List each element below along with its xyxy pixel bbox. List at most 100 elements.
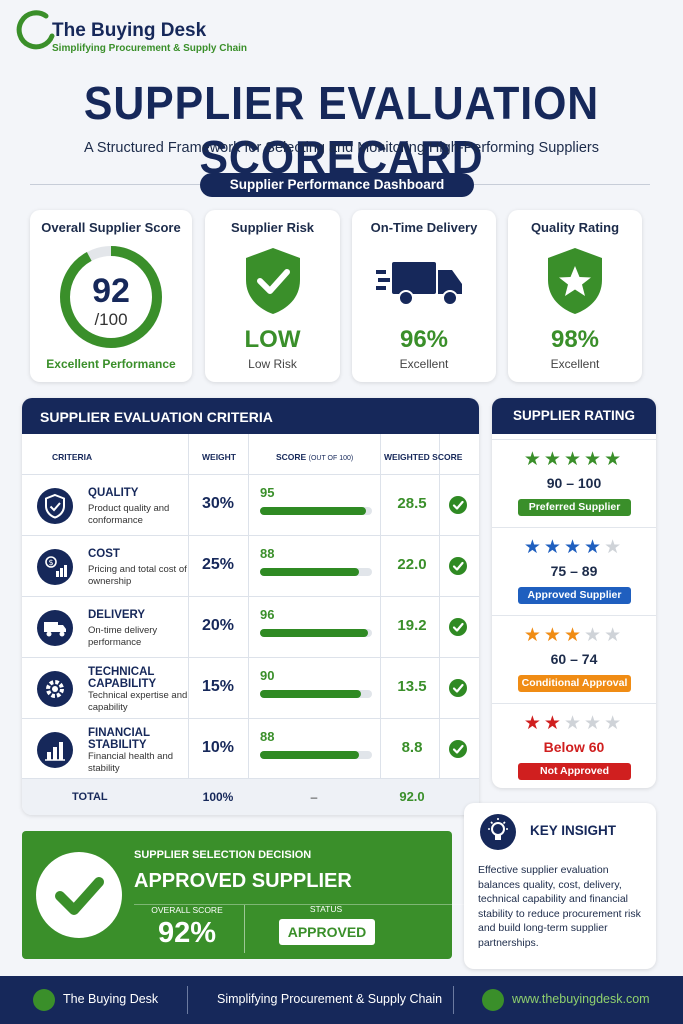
star-icon: ★ — [523, 625, 544, 646]
score-bar — [260, 507, 372, 515]
criteria-name: COST — [88, 548, 120, 560]
decision-heading: SUPPLIER SELECTION DECISION — [134, 849, 312, 861]
star-icon: ★ — [523, 537, 544, 558]
rating-badge: Not Approved — [518, 763, 631, 780]
total-weighted-score: 92.0 — [399, 789, 425, 804]
score-bar — [260, 751, 372, 759]
divider — [30, 184, 200, 185]
divider — [474, 184, 650, 185]
criteria-description: Technical expertise and capability — [88, 690, 188, 713]
score-bar-fill — [260, 568, 359, 576]
insight-heading: KEY INSIGHT — [530, 823, 617, 838]
criteria-heading: SUPPLIER EVALUATION CRITERIA — [22, 398, 479, 434]
star-rating: ★★★★★ — [492, 536, 656, 559]
score-bar-fill — [260, 629, 368, 637]
criteria-description: Product quality and conformance — [88, 503, 170, 526]
logo-swoosh-icon — [16, 10, 55, 50]
decision-score: 92% — [157, 917, 217, 949]
quality-label: Excellent — [550, 357, 600, 371]
rating-badge: Conditional Approval — [518, 675, 631, 692]
total-row: TOTAL 100% – 92.0 — [22, 778, 479, 815]
star-icon: ★ — [543, 625, 564, 646]
criteria-row: DELIVERY On-time delivery performance 20% 9… — [22, 596, 479, 657]
overall-score-denominator: /100 — [94, 310, 128, 329]
rating-badge: Preferred Supplier — [518, 499, 631, 516]
globe-icon — [33, 989, 55, 1011]
kpi-overall-score: Overall Supplier Score 92 /100 Excellent… — [30, 210, 192, 382]
star-icon: ★ — [604, 625, 625, 646]
footer-brand: The Buying Desk — [63, 992, 159, 1006]
criteria-description: Financial health and stability — [88, 751, 174, 774]
check-icon — [449, 557, 467, 575]
lightbulb-icon — [480, 814, 516, 850]
star-icon: ★ — [543, 449, 564, 470]
score-gauge — [60, 246, 162, 348]
risk-label: Low Risk — [248, 357, 297, 371]
kpi-supplier-risk: Supplier Risk LOW Low Risk — [205, 210, 340, 382]
page-subtitle: A Structured Framework for Selecting and… — [84, 140, 599, 156]
criteria-description: Pricing and total cost of ownership — [88, 564, 187, 587]
star-icon: ★ — [523, 449, 544, 470]
check-icon — [449, 496, 467, 514]
star-rating: ★★★★★ — [492, 712, 656, 735]
criteria-score: 95 — [260, 485, 275, 500]
check-icon — [449, 740, 467, 758]
criteria-score: 90 — [260, 668, 275, 683]
star-rating: ★★★★★ — [492, 624, 656, 647]
star-icon: ★ — [604, 537, 625, 558]
star-icon: ★ — [604, 449, 625, 470]
rating-range: Below 60 — [543, 739, 605, 755]
brand-name: The Buying Desk — [52, 20, 207, 41]
total-score: – — [310, 790, 318, 804]
status-label: STATUS — [309, 904, 343, 914]
kpi-title: Overall Supplier Score — [41, 220, 181, 235]
insight-text: Effective supplier evaluation balances q… — [478, 864, 641, 949]
criteria-name: QUALITY — [88, 487, 139, 499]
rating-scale-card: SUPPLIER RATING SCALE ★★★★★ 90 – 100 Prefe… — [492, 398, 656, 788]
criteria-weighted-score: 22.0 — [397, 556, 427, 573]
delivery-value: 96% — [399, 326, 449, 353]
kpi-on-time-delivery: On-Time Delivery 96% Excellent — [352, 210, 496, 382]
gear-icon — [37, 671, 73, 707]
criteria-row: TECHNICAL CAPABILITY Technical expertise … — [22, 657, 479, 718]
shield-check-icon — [37, 488, 73, 524]
overall-score-value: 92 — [92, 272, 130, 310]
star-icon: ★ — [584, 625, 605, 646]
shield-star-icon — [548, 248, 602, 314]
criteria-description: On-time delivery performance — [88, 625, 158, 648]
criteria-name: TECHNICAL CAPABILITY — [88, 666, 157, 690]
criteria-weight: 25% — [201, 556, 235, 573]
footer: The Buying Desk Simplifying Procurement … — [0, 976, 683, 1024]
criteria-weighted-score: 19.2 — [397, 617, 427, 634]
key-insight-card: KEY INSIGHT Effective supplier evaluatio… — [464, 803, 656, 969]
bar-chart-icon — [37, 732, 73, 768]
score-bar-fill — [260, 690, 361, 698]
footer-tagline: Simplifying Procurement & Supply Chain — [217, 992, 443, 1006]
check-icon — [449, 679, 467, 697]
criteria-score: 96 — [260, 607, 275, 622]
shield-check-icon — [246, 248, 300, 314]
rating-range: 90 – 100 — [546, 475, 602, 491]
star-icon: ★ — [604, 713, 625, 734]
svg-text:$: $ — [48, 558, 53, 567]
truck-icon — [37, 610, 73, 646]
rating-scale-heading: SUPPLIER RATING SCALE — [492, 398, 656, 459]
criteria-weighted-score: 28.5 — [397, 495, 427, 512]
criteria-weight: 30% — [201, 495, 235, 512]
dashboard-label: Supplier Performance Dashboard — [200, 173, 474, 197]
rating-range: 75 – 89 — [550, 563, 598, 579]
criteria-weight: 15% — [201, 678, 235, 695]
kpi-title: Supplier Risk — [230, 220, 315, 235]
column-header-weight: WEIGHT — [202, 452, 236, 462]
dollar-chart-icon: $ — [37, 549, 73, 585]
criteria-weighted-score: 13.5 — [397, 678, 427, 695]
star-icon: ★ — [584, 713, 605, 734]
star-icon: ★ — [543, 537, 564, 558]
score-bar — [260, 568, 372, 576]
star-icon: ★ — [543, 713, 564, 734]
score-bar-fill — [260, 751, 359, 759]
star-icon: ★ — [563, 625, 585, 646]
footer-url-link[interactable]: www.thebuyingdesk.com — [512, 992, 650, 1006]
criteria-row: $ COST Pricing and total cost of ownership… — [22, 535, 479, 596]
score-bar — [260, 690, 372, 698]
